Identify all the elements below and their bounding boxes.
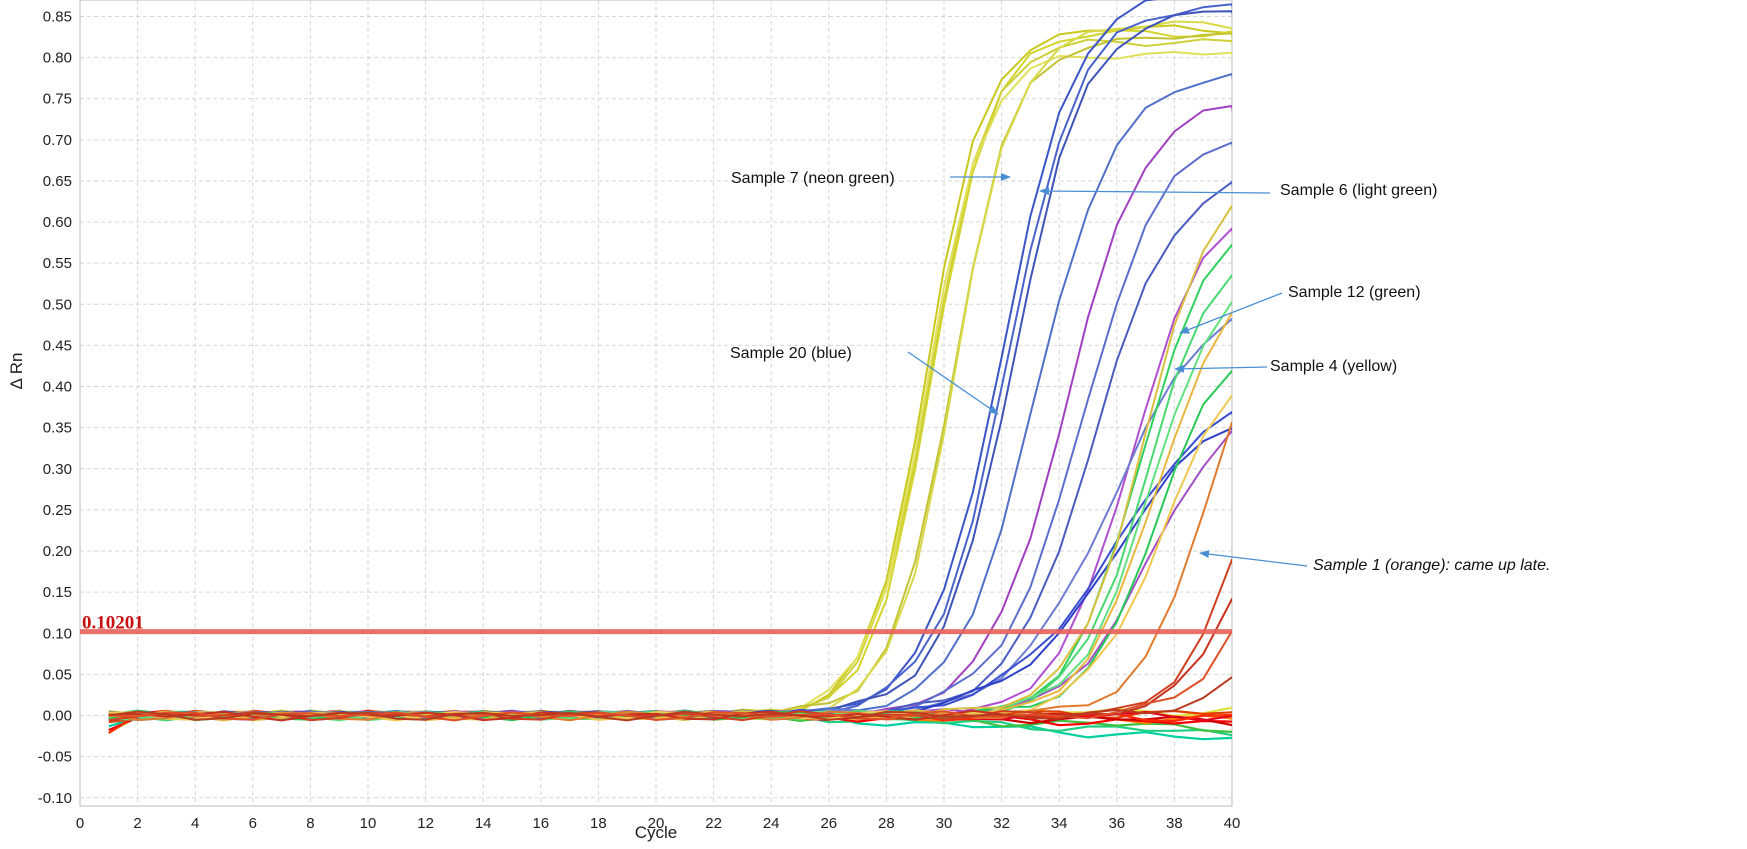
x-tick-label: 6 (249, 815, 257, 832)
x-tick-label: 18 (590, 815, 607, 832)
amplification-series-line (108, 227, 1232, 721)
amplification-series-line (108, 421, 1232, 722)
y-tick-label: 0.80 (43, 50, 72, 67)
y-tick-label: 0.65 (43, 173, 72, 190)
x-tick-label: 30 (936, 815, 953, 832)
y-tick-label: 0.25 (43, 502, 72, 519)
x-tick-label: 40 (1224, 815, 1241, 832)
x-tick-label: 16 (532, 815, 549, 832)
y-tick-label: 0.05 (43, 666, 72, 683)
annotation-label: Sample 4 (yellow) (1270, 358, 1397, 375)
x-tick-label: 14 (475, 815, 492, 832)
y-tick-label: 0.10 (43, 625, 72, 642)
y-tick-label: 0.55 (43, 255, 72, 272)
y-tick-label: -0.05 (38, 749, 72, 766)
x-tick-label: 38 (1166, 815, 1183, 832)
annotation-label: Sample 20 (blue) (730, 345, 852, 362)
plot-area (79, 0, 1233, 807)
y-tick-label: 0.30 (43, 461, 72, 478)
series-group (108, 0, 1232, 741)
annotation-label: Sample 12 (green) (1288, 284, 1421, 301)
x-tick-label: 26 (820, 815, 837, 832)
x-tick-label: 20 (648, 815, 665, 832)
annotation-label: Sample 7 (neon green) (731, 170, 895, 187)
x-tick-label: 36 (1108, 815, 1125, 832)
annotation-label: Sample 1 (orange): came up late. (1313, 557, 1550, 574)
y-tick-label: 0.40 (43, 379, 72, 396)
y-tick-label: 0.20 (43, 543, 72, 560)
amplification-series-line (108, 369, 1232, 722)
y-tick-label: 0.15 (43, 584, 72, 601)
x-tick-label: 10 (360, 815, 377, 832)
y-tick-label: -0.10 (38, 790, 72, 807)
amplification-series-line (108, 676, 1232, 722)
y-tick-label: 0.75 (43, 91, 72, 108)
annotation-arrow (1179, 292, 1283, 334)
threshold-group: 0.10201 (80, 613, 1232, 635)
axes: 0 2 4 6 8 10 12 14 16 18 20 22 24 26 28 30 32 34 36 38 40-0.… (38, 8, 1241, 832)
y-axis-title: Δ Rn (7, 353, 26, 390)
amplification-series-line (108, 73, 1232, 721)
y-tick-label: 0.45 (43, 337, 72, 354)
x-tick-label: 2 (133, 815, 141, 832)
annotation-label: Sample 6 (light green) (1280, 182, 1437, 199)
y-tick-label: 0.85 (43, 8, 72, 25)
x-tick-label: 32 (993, 815, 1010, 832)
y-tick-label: 0.00 (43, 708, 72, 725)
x-tick-label: 34 (1051, 815, 1068, 832)
y-tick-label: 0.60 (43, 214, 72, 231)
amplification-series-line (108, 300, 1232, 722)
y-tick-label: 0.50 (43, 296, 72, 313)
amplification-series-line (108, 204, 1232, 722)
x-tick-label: 22 (705, 815, 722, 832)
x-tick-label: 12 (417, 815, 434, 832)
y-tick-label: 0.70 (43, 132, 72, 149)
x-axis-title: Cycle (635, 823, 678, 842)
threshold-label: 0.10201 (82, 613, 144, 634)
x-tick-label: 4 (191, 815, 199, 832)
annotations: Sample 7 (neon green) Sample 6 (light gre… (730, 170, 1550, 574)
x-tick-label: 24 (763, 815, 780, 832)
x-tick-label: 8 (306, 815, 314, 832)
y-tick-label: 0.35 (43, 420, 72, 437)
x-tick-label: 0 (76, 815, 84, 832)
annotation-arrow (1039, 187, 1271, 196)
annotation-arrow (1174, 364, 1268, 373)
x-tick-label: 28 (878, 815, 895, 832)
annotation-arrow (907, 351, 999, 415)
annotation-arrow (1199, 550, 1308, 567)
